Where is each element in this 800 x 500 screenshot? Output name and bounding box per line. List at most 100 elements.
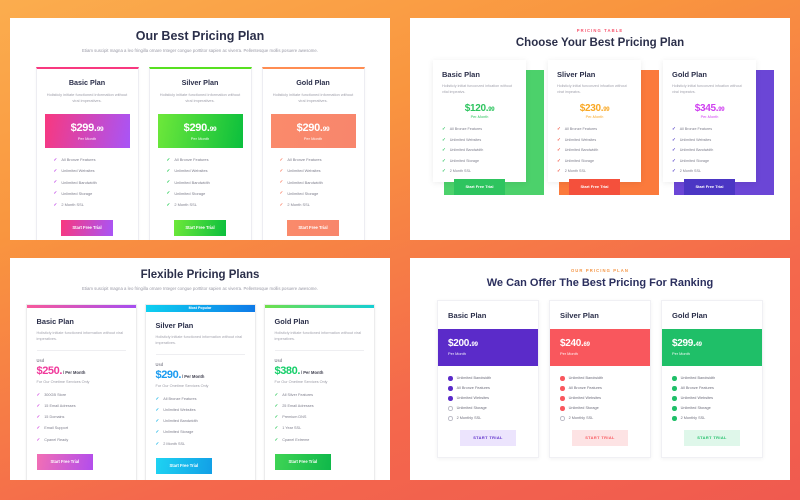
check-icon: ✓ [155, 395, 160, 401]
feature-label: 300GB Store [44, 392, 67, 397]
feature-label: Unlimited Storage [61, 190, 93, 196]
check-icon: ✓ [166, 201, 171, 207]
feature-item: All Bronze Features [560, 385, 640, 391]
feature-item: Unlimited Storage [448, 405, 528, 411]
feature-label: Unlimited Websites [449, 137, 482, 142]
feature-label: 2 Month SSL [61, 202, 84, 208]
feature-item: Unlimited Bandwidth [448, 376, 528, 381]
page-subtitle: Etiam suscipit magna a leo fringilla orn… [82, 286, 318, 291]
price-period: / Per Month [182, 373, 205, 379]
plan-description: Holisticly initiate functioned informati… [46, 91, 128, 104]
feature-label: Unlimited Websites [680, 396, 714, 401]
check-icon: ✓ [557, 147, 561, 153]
price-line: $290. / Per Month [156, 369, 245, 381]
feature-label: Unlimited Bandwidth [679, 148, 714, 153]
plan-description: Holisticly initiat funconzed infoation w… [442, 84, 512, 95]
check-icon: ✓ [557, 168, 561, 174]
page-subtitle: Etiam suscipit magna a leo fringilla orn… [82, 48, 318, 53]
start-free-trial-button[interactable]: Start Free Trial [155, 457, 213, 474]
check-icon: ✓ [557, 136, 561, 142]
start-free-trial-button[interactable]: Start Free Trial [36, 453, 94, 470]
pricing-card: Basic Plan Holisticly initiate functioned… [25, 303, 137, 480]
check-icon: ✓ [279, 156, 284, 162]
check-icon: ✓ [442, 147, 446, 153]
check-icon: ✓ [274, 391, 279, 397]
check-icon: ✓ [53, 190, 58, 196]
feature-list: Unlimited Bandwidth All Bronze Features Un… [550, 366, 650, 426]
feature-label: Unlimited Websites [456, 396, 490, 401]
feature-item: ✓ All Bronze Features [54, 157, 130, 163]
plan-name: Silver Plan [560, 311, 599, 320]
card-top-bar [26, 304, 136, 308]
start-free-trial-button[interactable]: Start Free Trial [454, 178, 505, 195]
start-free-trial-button[interactable]: Start Free Trial [174, 219, 226, 236]
check-icon: ✓ [279, 190, 284, 196]
feature-list: ✓ All Bronze Features ✓ Unlimited Websites ✓… [45, 157, 130, 213]
pricing-cards: Basic Plan $200.99 Per Month Unlimited Band… [424, 300, 776, 458]
feature-list: ✓ 300GB Store ✓ 15 Email Adresses ✓ 15 Domain… [37, 392, 126, 443]
feature-item: 2 Monthly SSL [560, 415, 640, 421]
price-cents: 99 [718, 106, 725, 113]
price-line: $380. / Per Month [275, 365, 364, 377]
check-circle-icon [672, 376, 677, 381]
price-amount: $380. [274, 364, 301, 377]
price-note: For Our Onetime Services Only [36, 379, 90, 384]
start-free-trial-button[interactable]: Start Free Trial [274, 453, 332, 470]
check-circle-icon [560, 376, 565, 381]
feature-label: Cpanel Ready [44, 437, 69, 442]
start-trial-button[interactable]: START TRIAL [572, 429, 628, 446]
feature-item: ✓ Premium DNS [275, 414, 364, 420]
page-title: Choose Your Best Pricing Plan [515, 37, 685, 49]
check-circle-icon [560, 395, 565, 401]
plan-description: Holisticly initial funconzed infoation w… [672, 84, 742, 95]
start-free-trial-button[interactable]: Start Free Trial [684, 178, 735, 195]
most-popular-badge: Most Popular [145, 304, 255, 312]
feature-label: Unlimited Bandwidth [449, 148, 484, 153]
check-icon: ✓ [36, 425, 41, 431]
feature-list: ✓ All Bronze Features ✓ Unlimited Websites ✓… [442, 126, 517, 179]
feature-label: 15 Domains [44, 415, 65, 420]
price-period: Per Month [448, 351, 466, 356]
page-title: We Can Offer The Best Pricing For Rankin… [486, 277, 714, 289]
feature-item: ✓ All Bronze Features [156, 396, 245, 402]
feature-item: ✓ Unlimited Websites [167, 168, 243, 174]
feature-item: ✓ All Bronze Features [167, 157, 243, 163]
price-amount: $250. [36, 364, 63, 377]
panel-our-best-pricing-plan: Our Best Pricing Plan Etiam suscipit mag… [10, 18, 390, 240]
card-top-bar [264, 304, 374, 308]
price-amount: $240.69 [560, 338, 590, 349]
check-icon: ✓ [672, 125, 676, 131]
check-icon: ✓ [672, 157, 676, 163]
feature-item: ✓ Unlimited Bandwidth [156, 418, 245, 424]
start-free-trial-button[interactable]: Start Free Trial [287, 219, 339, 236]
feature-item: ✓ Cpanel Extreme [275, 437, 364, 443]
feature-item: ✓ Unlimited Bandwidth [442, 147, 517, 153]
currency-label: Usd [155, 361, 164, 367]
feature-label: All Bronze Features [61, 157, 96, 163]
feature-item: ✓ 2 Month SSL [442, 168, 517, 174]
pricing-card: Gold Plan Holisticly initial funconzed in… [663, 60, 756, 195]
feature-list: ✓ All Bronze Features ✓ Unlimited Websites ✓… [158, 157, 243, 213]
feature-list: ✓ All Bronze Features ✓ Unlimited Websites ✓… [672, 126, 747, 179]
start-free-trial-button[interactable]: Start Free Trial [569, 178, 620, 195]
feature-item: ✓ Email Support [37, 425, 126, 431]
feature-item: ✓ 15 Domains [37, 414, 126, 420]
feature-item: Unlimited Bandwidth [560, 376, 640, 381]
pricing-card-wrapper: Gold Plan Holisticly initial funconzed in… [663, 60, 774, 195]
start-free-trial-button[interactable]: Start Free Trial [61, 219, 113, 236]
card-body: Basic Plan Holisticly initiate functioned… [27, 308, 136, 448]
feature-item: ✓ 2 Month SSL [54, 202, 130, 208]
feature-item: ✓ Unlimited Websites [672, 137, 747, 143]
feature-label: 2 Month SSL [564, 169, 587, 174]
price-box: $290.99 Per Month [157, 113, 243, 148]
check-circle-icon [448, 415, 453, 421]
card-body: Silver Plan Holisticly initiate functione… [146, 312, 255, 452]
start-trial-button[interactable]: START TRIAL [684, 429, 740, 446]
check-circle-icon [560, 385, 565, 391]
feature-item: ✓ Unlimited Storage [156, 429, 245, 435]
feature-item: Unlimited Storage [672, 405, 752, 411]
start-trial-button[interactable]: START TRIAL [460, 429, 516, 446]
feature-item: ✓ All Bronze Features [442, 126, 517, 132]
feature-item: ✓ Unlimited Storage [672, 158, 747, 164]
